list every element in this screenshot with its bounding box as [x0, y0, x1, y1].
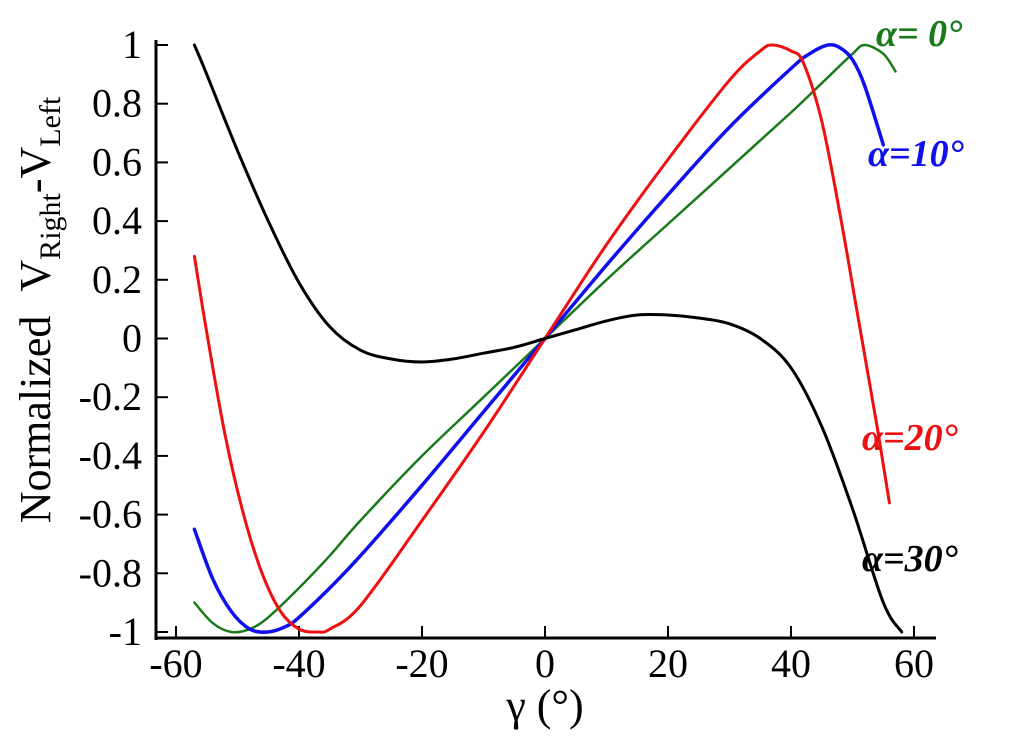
series-line-alpha-30 [192, 43, 904, 634]
y-ticks: 1 0.8 0.6 0.4 0.2 0 -0.2 -0.4 -0.6 -0.8 -1 [79, 22, 168, 654]
series-line-alpha-0 [193, 43, 897, 634]
y-tick-label--0p6: -0.6 [79, 492, 142, 537]
y-tick-label-1: 1 [122, 22, 142, 67]
x-tick-label--60: -60 [149, 641, 202, 686]
series-line-alpha-20 [192, 43, 891, 634]
y-tick-label--0p8: -0.8 [79, 550, 142, 595]
y-tick-label--1: -1 [109, 609, 142, 654]
y-axis-title: NormalizedVRight-VLeft [11, 96, 67, 523]
x-ticks: -60 -40 -20 0 20 40 60 [149, 626, 934, 686]
x-tick-label-60: 60 [894, 641, 934, 686]
series-labels: α= 0° α=10° α=20° α=30° [862, 13, 964, 580]
y-axis-title-dash: - [11, 178, 60, 193]
x-tick-label-20: 20 [648, 641, 688, 686]
y-tick-label-0p8: 0.8 [92, 81, 142, 126]
x-tick-label-40: 40 [771, 641, 811, 686]
series-label-alpha-0: α= 0° [876, 13, 962, 55]
x-tick-label--40: -40 [272, 641, 325, 686]
x-tick-label--20: -20 [395, 641, 448, 686]
x-axis-title: γ (°) [505, 681, 583, 730]
y-tick-label--0p2: -0.2 [79, 374, 142, 419]
y-tick-label-0p6: 0.6 [92, 139, 142, 184]
y-tick-label--0p4: -0.4 [79, 433, 142, 478]
x-tick-label-0: 0 [535, 641, 555, 686]
y-axis-title-v2: V [11, 146, 60, 178]
y-tick-label-0p2: 0.2 [92, 257, 142, 302]
y-tick-label-0: 0 [122, 316, 142, 361]
series-lines [192, 42, 904, 634]
y-axis-title-prefix: Normalized [11, 316, 60, 524]
y-axis-title-v1: V [11, 260, 60, 292]
series-label-alpha-10: α=10° [868, 133, 964, 175]
y-axis-title-sub2: Left [34, 96, 67, 147]
series-label-alpha-20: α=20° [862, 417, 958, 459]
y-tick-label-0p4: 0.4 [92, 198, 142, 243]
series-line-alpha-10 [192, 42, 886, 634]
y-axis-title-sub1: Right [34, 192, 67, 259]
series-label-alpha-30: α=30° [862, 538, 958, 580]
